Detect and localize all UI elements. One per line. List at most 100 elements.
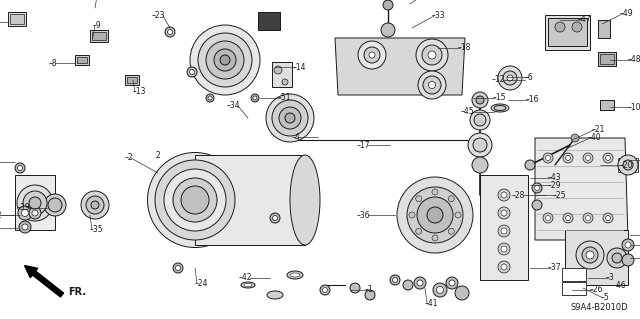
Ellipse shape [181,186,209,214]
Text: –15: –15 [493,93,506,102]
Text: –40: –40 [588,133,602,143]
Bar [548,18,587,46]
Circle shape [555,22,565,32]
Ellipse shape [285,113,295,123]
Circle shape [17,185,53,221]
Circle shape [449,280,455,286]
Circle shape [273,216,278,220]
Ellipse shape [206,41,244,79]
Circle shape [274,66,282,74]
Text: –6: –6 [525,72,534,81]
Circle shape [607,248,627,268]
Circle shape [29,197,41,209]
Circle shape [448,228,454,234]
Circle shape [625,242,631,248]
Ellipse shape [190,25,260,95]
Circle shape [507,75,513,81]
Ellipse shape [241,282,255,288]
Circle shape [358,41,386,69]
Text: –18: –18 [458,43,472,53]
Circle shape [583,153,593,163]
Circle shape [187,67,197,77]
Bar [562,282,586,295]
Circle shape [503,71,517,85]
Polygon shape [10,100,630,310]
Circle shape [618,155,638,175]
Bar [600,54,614,64]
Text: –10: –10 [628,102,640,112]
Circle shape [409,212,415,218]
Bar [92,32,106,40]
Text: –33: –33 [432,11,445,20]
Text: –43: –43 [548,174,562,182]
Text: –36: –36 [356,211,370,219]
Circle shape [501,228,507,234]
Circle shape [350,283,360,293]
Ellipse shape [491,104,509,112]
Polygon shape [480,175,528,280]
Circle shape [455,212,461,218]
Text: –25: –25 [553,190,566,199]
Text: –11: –11 [95,0,108,1]
Ellipse shape [173,178,217,222]
Circle shape [432,189,438,195]
Circle shape [501,246,507,252]
Polygon shape [565,230,628,285]
Text: –47: –47 [578,16,591,25]
Circle shape [173,263,183,273]
Circle shape [416,39,448,71]
Circle shape [498,66,522,90]
Circle shape [472,157,488,173]
Ellipse shape [287,271,303,279]
Circle shape [17,166,22,170]
Circle shape [416,228,422,234]
Text: –48: –48 [628,56,640,64]
Circle shape [417,280,423,286]
Circle shape [501,264,507,270]
Circle shape [563,153,573,163]
Circle shape [206,94,214,102]
Circle shape [429,81,435,88]
Circle shape [605,155,611,160]
Ellipse shape [244,283,252,287]
Circle shape [432,235,438,241]
Circle shape [525,160,535,170]
Circle shape [446,277,458,289]
Ellipse shape [220,55,230,65]
Circle shape [448,196,454,202]
Circle shape [397,177,473,253]
Ellipse shape [86,196,104,214]
Circle shape [572,22,582,32]
Circle shape [422,45,442,65]
Text: –41: –41 [425,299,438,308]
Circle shape [582,247,598,263]
Ellipse shape [48,198,62,212]
Circle shape [622,254,634,266]
Circle shape [390,275,400,285]
Circle shape [623,160,633,170]
Ellipse shape [214,49,236,71]
Text: –17: –17 [356,140,370,150]
Text: –34: –34 [227,101,240,110]
Circle shape [534,186,540,190]
Circle shape [29,207,41,219]
Bar [600,100,614,110]
Circle shape [583,213,593,223]
Circle shape [189,70,195,75]
Ellipse shape [91,201,99,209]
Text: –3: –3 [606,273,615,283]
Circle shape [498,189,510,201]
Circle shape [32,210,38,216]
Circle shape [369,52,375,58]
Circle shape [603,153,613,163]
Ellipse shape [81,191,109,219]
Circle shape [543,213,553,223]
Circle shape [612,253,622,263]
Text: –26: –26 [590,286,604,294]
Circle shape [586,216,591,220]
Circle shape [323,287,328,293]
Circle shape [498,261,510,273]
Bar [562,268,586,281]
Bar [545,15,590,50]
Circle shape [208,96,212,100]
